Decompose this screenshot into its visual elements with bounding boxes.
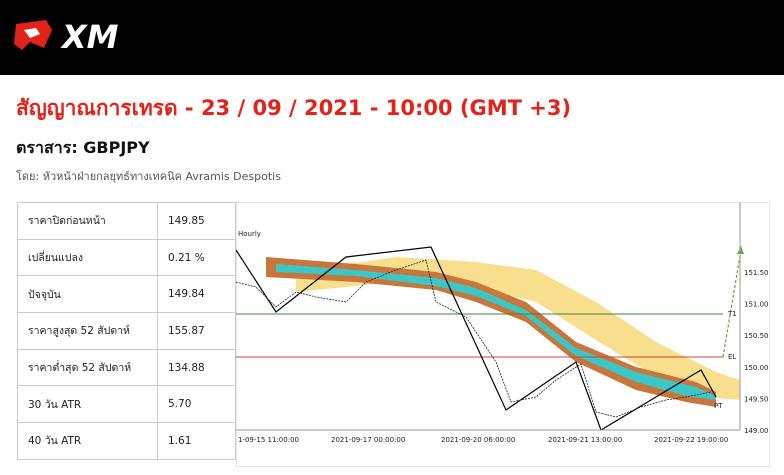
label-cell: 40 วัน ATR bbox=[17, 422, 158, 460]
value-cell: 155.87 bbox=[157, 312, 236, 350]
value-cell: 149.84 bbox=[157, 275, 236, 314]
table-row: 40 วัน ATR 1.61 bbox=[17, 422, 236, 460]
time-label: 2021-09-21 13:00:00 bbox=[548, 436, 622, 444]
level-label: EL bbox=[728, 353, 736, 361]
price-label: 149.00 bbox=[744, 427, 769, 435]
label-cell: ราคาต่ำสุด 52 สัปดาห์ bbox=[17, 348, 158, 387]
label-cell: เปลี่ยนแปลง bbox=[17, 238, 158, 277]
table-row: ราคาต่ำสุด 52 สัปดาห์ 134.88 bbox=[17, 348, 236, 387]
table-row: ราคาสูงสุด 52 สัปดาห์ 155.87 bbox=[17, 312, 236, 350]
chart-image: Hourly 151.50 151.00 150.50 150.00 149.50 149.… bbox=[236, 202, 770, 467]
table-row: ราคาปิดก่อนหน้า 149.85 bbox=[17, 202, 236, 240]
page-title: สัญญาณการเทรด - 23 / 09 / 2021 - 10:00 (… bbox=[16, 96, 572, 120]
label-cell: ปัจจุบัน bbox=[17, 275, 158, 314]
label-cell: ราคาสูงสุด 52 สัปดาห์ bbox=[17, 312, 158, 350]
time-label: 2021-09-22 19:00:00 bbox=[654, 436, 728, 444]
value-cell: 5.70 bbox=[157, 385, 236, 424]
stats-table: ราคาปิดก่อนหน้า 149.85 เปลี่ยนแปลง 0.21 % ปั… bbox=[17, 202, 236, 460]
instrument: ตราสาร: GBPJPY bbox=[16, 138, 150, 157]
logo-text: XM bbox=[60, 18, 119, 56]
price-label: 151.00 bbox=[744, 301, 769, 309]
table-row: 30 วัน ATR 5.70 bbox=[17, 385, 236, 424]
table-row: ปัจจุบัน 149.84 bbox=[17, 275, 236, 314]
level-label: PT bbox=[714, 402, 723, 410]
value-cell: 0.21 % bbox=[157, 238, 236, 277]
timeframe: Hourly bbox=[238, 230, 261, 238]
value-cell: 149.85 bbox=[157, 202, 236, 240]
price-label: 150.50 bbox=[744, 332, 769, 340]
header: XM bbox=[0, 0, 784, 75]
value-cell: 1.61 bbox=[157, 422, 236, 460]
time-label: 1-09-15 11:00:00 bbox=[238, 436, 299, 444]
time-label: 2021-09-20 06:00:00 bbox=[441, 436, 515, 444]
author: โดย: หัวหน้าฝ่ายกลยุทธ์ทางเทคนิค Avramis… bbox=[16, 170, 281, 183]
price-label: 150.00 bbox=[744, 364, 769, 372]
label-cell: ราคาปิดก่อนหน้า bbox=[17, 202, 158, 240]
level-label: T1 bbox=[727, 310, 737, 318]
price-label: 149.50 bbox=[744, 395, 769, 403]
logo: XM bbox=[14, 18, 119, 56]
price-label: 151.50 bbox=[744, 269, 769, 277]
label-cell: 30 วัน ATR bbox=[17, 385, 158, 424]
time-label: 2021-09-17 00:00:00 bbox=[331, 436, 405, 444]
value-cell: 134.88 bbox=[157, 348, 236, 387]
table-row: เปลี่ยนแปลง 0.21 % bbox=[17, 238, 236, 277]
